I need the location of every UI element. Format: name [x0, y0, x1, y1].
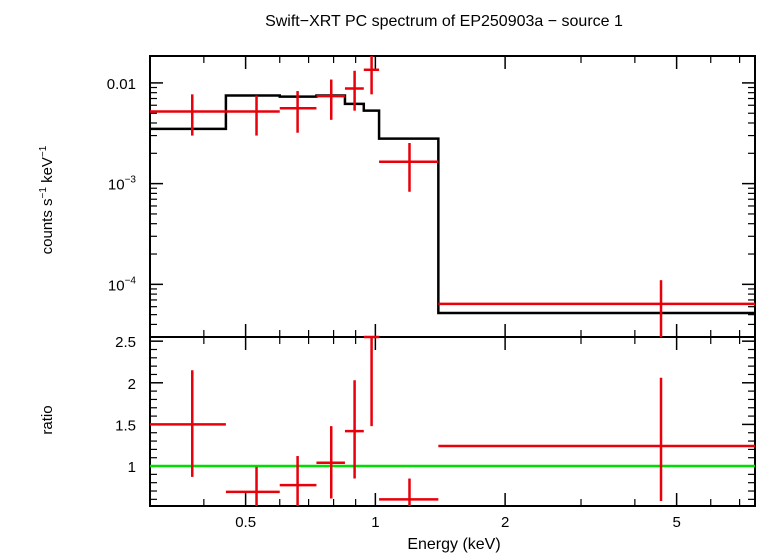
y-tick-label: 10−4 [108, 275, 137, 294]
x-tick-label: 2 [501, 514, 509, 531]
model-step-path [150, 94, 755, 315]
x-tick-label: 0.5 [235, 514, 256, 531]
spectrum-point [279, 91, 317, 133]
ratio-y-axis-label: ratio [39, 405, 56, 434]
spectrum-data-points [150, 56, 755, 337]
y-tick-label: 10−3 [108, 175, 137, 194]
x-tick-label: 5 [672, 514, 680, 531]
ratio-point [379, 478, 439, 506]
ratio-point [344, 380, 364, 479]
spectrum-y-axis-label: counts s−1 keV−1 [38, 145, 56, 254]
x-tick-label: 1 [371, 514, 379, 531]
x-axis-label: Energy (keV) [407, 536, 500, 553]
ratio-panel-frame [149, 336, 756, 507]
ratio-data-points [150, 335, 755, 506]
spectrum-point [379, 143, 439, 192]
ratio-y-tick-label: 2.5 [115, 334, 136, 351]
spectrum-point [150, 94, 226, 136]
ratio-point [316, 426, 345, 499]
ratio-point [363, 335, 380, 427]
y-tick-label: 0.01 [107, 76, 136, 93]
spectrum-point [225, 95, 280, 136]
ratio-point [225, 466, 280, 506]
ratio-y-tick-label: 2 [128, 376, 136, 393]
ratio-y-tick-label: 1.5 [115, 417, 136, 434]
ratio-y-tick-label: 1 [128, 459, 136, 476]
ratio-point [150, 370, 226, 477]
model-step-line [150, 94, 755, 315]
ratio-point [438, 377, 755, 502]
spectrum-panel-frame [149, 55, 756, 338]
spectrum-point [316, 79, 345, 120]
ratio-point [279, 456, 317, 506]
chart-title: Swift−XRT PC spectrum of EP250903a − sou… [265, 13, 623, 30]
spectrum-point [344, 70, 364, 111]
spectrum-point [363, 56, 380, 95]
spectrum-point [438, 280, 755, 337]
axis-ticks: 0.01 10−3 10−4 0.5 1 2 5 1 1.5 2 2.5 [107, 56, 755, 531]
